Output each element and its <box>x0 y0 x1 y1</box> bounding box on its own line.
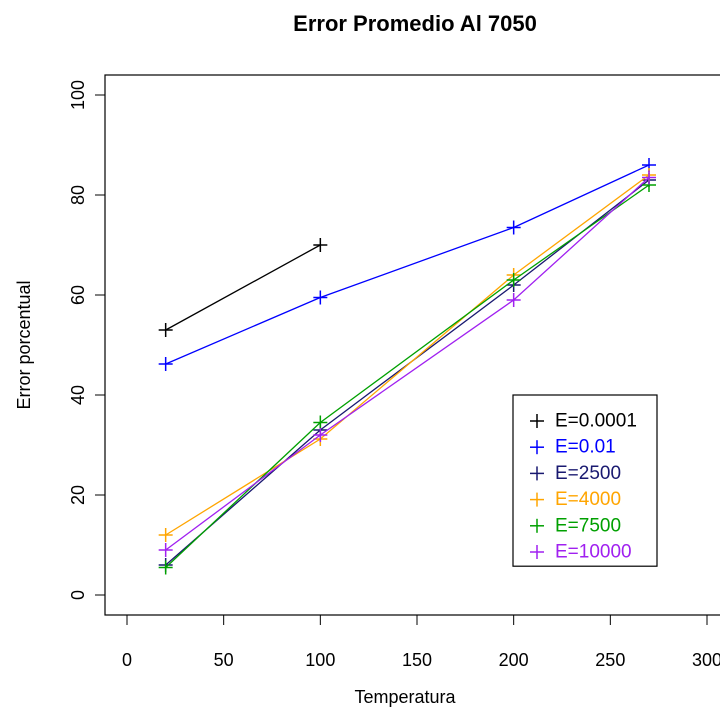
x-axis: 0 50 100 150 200 250 300 <box>122 614 720 670</box>
y-axis-label: Error porcentual <box>14 280 34 409</box>
legend-label: E=4000 <box>555 489 621 510</box>
series-E=0.0001 <box>158 238 328 337</box>
legend-item: E=0.0001 <box>530 411 637 432</box>
series-E=10000 <box>158 170 656 557</box>
data-point <box>313 415 328 430</box>
series-layer <box>158 158 656 575</box>
x-tick-label: 50 <box>214 650 234 670</box>
x-tick-label: 100 <box>305 650 335 670</box>
data-point <box>158 560 173 575</box>
x-tick-label: 150 <box>402 650 432 670</box>
legend-item: E=0.01 <box>530 437 616 458</box>
x-tick-label: 200 <box>499 650 529 670</box>
y-tick-label: 60 <box>68 285 88 305</box>
y-tick-label: 0 <box>68 590 88 600</box>
series-line <box>165 174 650 536</box>
data-point <box>313 290 328 305</box>
legend: E=0.0001 E=0.01 E=2500 E=4000 E=7500 E=10000 <box>512 394 658 567</box>
x-tick-label: 250 <box>595 650 625 670</box>
data-point <box>506 273 521 287</box>
series-line <box>165 164 650 365</box>
data-point <box>158 543 173 557</box>
series-line <box>165 244 321 331</box>
legend-item: E=4000 <box>530 489 621 510</box>
y-axis: 0 20 40 60 80 100 <box>68 80 106 600</box>
data-point <box>313 428 328 442</box>
data-point <box>642 170 656 185</box>
x-tick-label: 0 <box>122 650 132 670</box>
legend-label: E=2500 <box>555 463 621 484</box>
x-axis-label: Temperatura <box>354 687 456 707</box>
y-tick-label: 100 <box>68 80 88 110</box>
data-point <box>158 357 173 371</box>
data-point <box>313 238 328 252</box>
legend-label: E=0.0001 <box>555 411 637 432</box>
chart-title: Error Promedio Al 7050 <box>293 11 537 36</box>
legend-label: E=10000 <box>555 542 632 563</box>
x-tick-label: 300 <box>692 650 720 670</box>
data-point <box>158 528 173 542</box>
y-tick-label: 80 <box>68 185 88 205</box>
legend-item: E=10000 <box>530 542 632 563</box>
legend-label: E=7500 <box>555 515 621 536</box>
y-tick-label: 20 <box>68 485 88 505</box>
series-line <box>165 184 650 568</box>
series-line <box>165 177 650 551</box>
legend-item: E=2500 <box>530 463 621 484</box>
legend-label: E=0.01 <box>555 437 616 458</box>
series-E=0.01 <box>158 158 656 371</box>
y-tick-label: 40 <box>68 385 88 405</box>
legend-item: E=7500 <box>530 515 621 536</box>
data-point <box>506 220 521 235</box>
data-point <box>158 323 173 337</box>
data-point <box>506 293 521 307</box>
